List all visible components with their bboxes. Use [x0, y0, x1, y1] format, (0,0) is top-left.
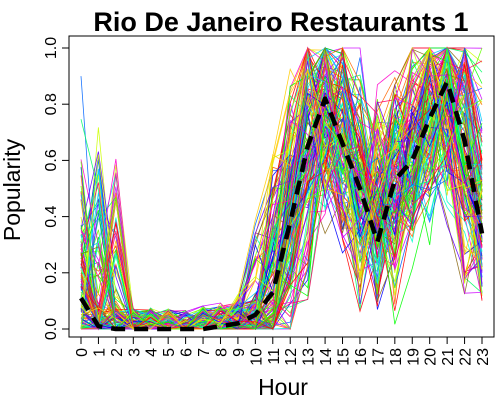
- restaurant-series-line: [80, 145, 483, 330]
- restaurant-series-line: [80, 47, 483, 330]
- y-tick-label: 0.0: [43, 318, 60, 340]
- x-tick-label: 15: [336, 348, 353, 366]
- x-tick-label: 22: [458, 348, 475, 366]
- x-tick-label: 9: [231, 348, 248, 357]
- x-tick-label: 19: [405, 348, 422, 366]
- x-tick-label: 20: [423, 348, 440, 366]
- x-axis: 0 1 2 3 4 5 6 7 8 9 10 11 12 13 14 15 16 17 18 19 20 21 22 23: [74, 337, 492, 366]
- restaurant-series-line: [80, 92, 483, 330]
- x-tick-label: 6: [179, 348, 196, 357]
- mean-layer: [79, 79, 485, 332]
- restaurant-series-line: [80, 56, 483, 330]
- restaurant-series-line: [80, 46, 483, 330]
- y-tick-label: 1.0: [43, 37, 60, 59]
- x-tick-label: 23: [475, 348, 492, 366]
- x-tick-label: 16: [353, 348, 370, 366]
- x-tick-label: 17: [370, 348, 387, 366]
- y-tick-label: 0.2: [43, 262, 60, 284]
- x-tick-label: 10: [248, 348, 265, 366]
- x-tick-label: 5: [161, 348, 178, 357]
- plot-frame: [68, 35, 495, 338]
- x-tick-label: 7: [196, 348, 213, 357]
- y-tick-label: 0.6: [43, 149, 60, 171]
- mean-series-line: [79, 79, 485, 332]
- restaurant-series-line: [80, 46, 483, 331]
- y-tick-label: 0.8: [43, 93, 60, 115]
- x-tick-label: 2: [109, 348, 126, 357]
- restaurant-series-line: [80, 47, 483, 330]
- x-tick-label: 4: [144, 348, 161, 357]
- x-tick-label: 11: [266, 348, 283, 365]
- restaurant-series-line: [81, 81, 483, 330]
- y-axis-label: Popularity: [0, 138, 25, 241]
- x-tick-label: 21: [440, 348, 457, 366]
- x-tick-label: 8: [213, 348, 230, 357]
- restaurant-series-line: [80, 79, 483, 331]
- restaurant-series-line: [80, 47, 483, 330]
- x-tick-label: 0: [74, 348, 91, 357]
- y-axis: 0.0 0.2 0.4 0.6 0.8 1.0: [43, 37, 69, 340]
- x-axis-label: Hour: [258, 374, 308, 400]
- x-tick-label: 14: [318, 348, 335, 366]
- x-tick-label: 1: [91, 348, 108, 357]
- x-tick-label: 12: [283, 348, 300, 366]
- x-tick-label: 13: [301, 348, 318, 366]
- y-tick-label: 0.4: [43, 205, 60, 227]
- restaurant-series-line: [80, 99, 483, 330]
- series-layer: [80, 46, 483, 331]
- restaurant-series-line: [80, 78, 483, 330]
- restaurant-series-line: [80, 64, 483, 330]
- chart-title: Rio De Janeiro Restaurants 1: [93, 7, 468, 37]
- restaurant-series-line: [80, 82, 483, 330]
- x-tick-label: 18: [388, 348, 405, 366]
- x-tick-label: 3: [126, 348, 143, 357]
